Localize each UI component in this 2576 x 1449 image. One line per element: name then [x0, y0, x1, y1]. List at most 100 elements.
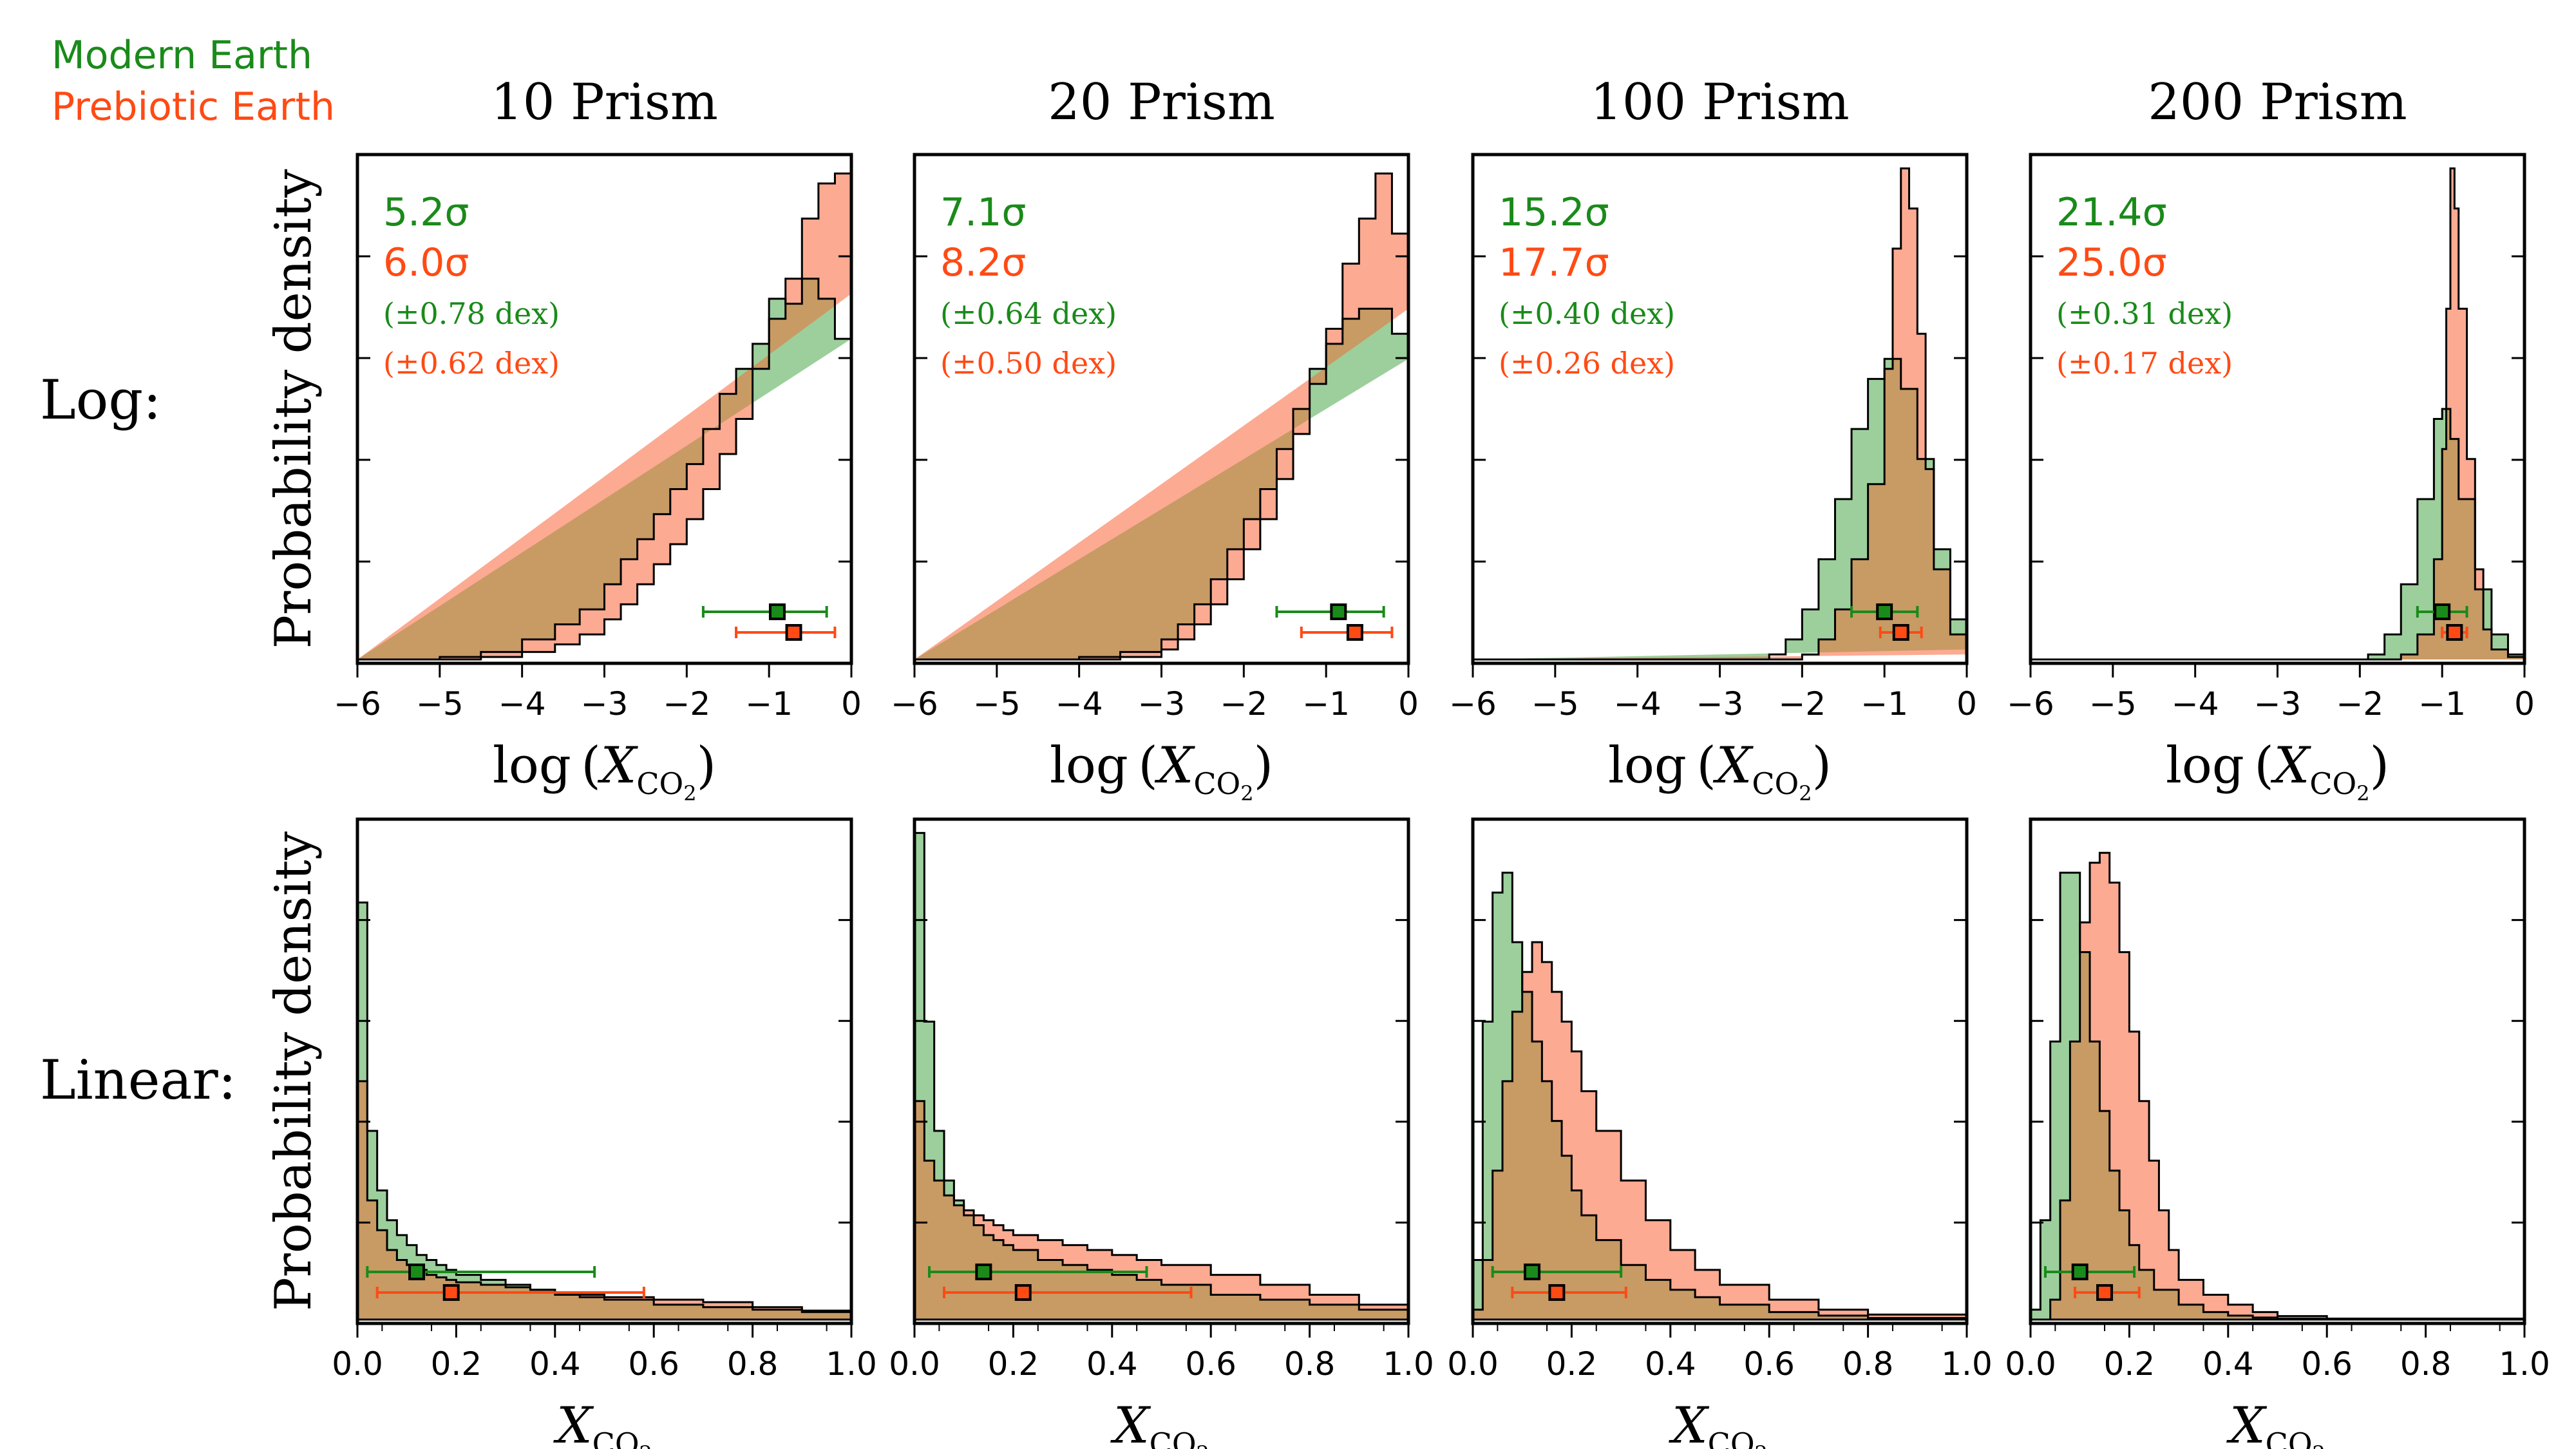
- row-label-linear: Linear:: [40, 1048, 236, 1112]
- xtick-label: 0: [1956, 685, 1977, 723]
- errorbar-marker: [442, 1284, 460, 1301]
- errorbar-marker: [2071, 1264, 2088, 1280]
- prebiotic-errorbar: [375, 1284, 645, 1301]
- xtick-label: 0.8: [727, 1345, 779, 1383]
- modern-errorbar: [2044, 1264, 2136, 1280]
- errorbar-marker: [975, 1264, 992, 1280]
- errorbar-marker: [2096, 1284, 2114, 1301]
- xtick-label: 0.2: [431, 1345, 482, 1383]
- xtick-label: −4: [1614, 685, 1662, 723]
- xtick-label: −3: [1138, 685, 1186, 723]
- xtick-label: 0.2: [2104, 1345, 2155, 1383]
- xaxis-label: log (XCO2): [1608, 737, 1832, 806]
- xtick-label: −2: [1778, 685, 1826, 723]
- modern-sigma: 7.1σ: [940, 190, 1026, 235]
- panel-log-2: −6 −5 −4 −3 −2 −1 0 log (XCO2) 100 Prism 15.2σ 17.…: [1449, 73, 1977, 806]
- panel-linear-0: 0.0 0.2 0.4 0.6 0.8 1.0 XCO2: [332, 817, 877, 1449]
- errorbar-marker: [1346, 624, 1363, 641]
- prebiotic-sigma: 17.7σ: [1499, 240, 1609, 285]
- modern-dex: (±0.31 dex): [2056, 296, 2233, 331]
- modern-histogram-outline: [2031, 871, 2524, 1321]
- errorbar-marker: [785, 624, 802, 641]
- plot-area-linear-0: [357, 901, 851, 1321]
- modern-sigma: 5.2σ: [383, 190, 469, 235]
- ylabel-linear: Probability density: [265, 831, 323, 1311]
- xaxis-label: log (XCO2): [493, 737, 716, 806]
- xtick-label: −6: [334, 685, 381, 723]
- xaxis-label: XCO2: [2226, 1397, 2325, 1449]
- plot-area-linear-3: [2031, 851, 2524, 1321]
- prebiotic-sigma: 6.0σ: [383, 240, 469, 285]
- errorbar-marker: [1524, 1264, 1541, 1280]
- xaxis-label: XCO2: [1110, 1397, 1209, 1449]
- xtick-label: −4: [498, 685, 546, 723]
- row-label-log: Log:: [40, 368, 162, 431]
- panel-title: 20 Prism: [1048, 73, 1275, 131]
- panel-linear-3: 0.0 0.2 0.4 0.6 0.8 1.0 XCO2: [2005, 817, 2550, 1449]
- prebiotic-dex: (±0.50 dex): [940, 346, 1117, 381]
- prebiotic-errorbar: [2074, 1284, 2141, 1301]
- xtick-label: 0.4: [1645, 1345, 1696, 1383]
- prebiotic-histogram-outline: [1473, 941, 1967, 1321]
- modern-histogram: [357, 902, 851, 1320]
- prebiotic-dex: (±0.62 dex): [383, 346, 560, 381]
- modern-errorbar: [701, 603, 828, 620]
- xtick-label: −6: [1449, 685, 1497, 723]
- modern-sigma: 15.2σ: [1499, 190, 1609, 235]
- plot-area-log-2: [1473, 167, 1967, 661]
- prebiotic-histogram-outline: [1473, 167, 1967, 661]
- xaxis-label: log (XCO2): [2166, 737, 2389, 806]
- modern-histogram-outline: [357, 901, 851, 1321]
- xtick-label: 0.4: [529, 1345, 581, 1383]
- prebiotic-histogram-outline: [357, 172, 851, 661]
- prebiotic-dex: (±0.17 dex): [2056, 346, 2233, 381]
- modern-histogram-outline: [914, 307, 1408, 661]
- prebiotic-errorbar: [1879, 624, 1923, 641]
- xtick-label: 0: [2514, 685, 2535, 723]
- prebiotic-errorbar: [1300, 624, 1394, 641]
- axes-frame: [913, 817, 1410, 1325]
- errorbar-marker: [2446, 624, 2463, 641]
- xtick-label: −2: [1220, 685, 1267, 723]
- ylabel-log: Probability density: [265, 169, 323, 649]
- xtick-label: −2: [2336, 685, 2383, 723]
- xtick-label: 0.6: [1743, 1345, 1795, 1383]
- xtick-label: 1.0: [1941, 1345, 1993, 1383]
- legend-modern-earth: Modern Earth: [52, 33, 313, 78]
- prebiotic-errorbar: [735, 624, 837, 641]
- xtick-label: −3: [581, 685, 629, 723]
- modern-histogram-outline: [914, 831, 1408, 1321]
- panel-log-0: −6 −5 −4 −3 −2 −1 0 log (XCO2) 10 Prism 5.2σ 6.0σ (…: [334, 73, 862, 806]
- xtick-label: −3: [1696, 685, 1744, 723]
- axes-frame: [1471, 817, 1969, 1325]
- prebiotic-errorbar: [1511, 1284, 1627, 1301]
- xtick-label: 0.2: [1546, 1345, 1598, 1383]
- xtick-label: −4: [2172, 685, 2219, 723]
- modern-dex: (±0.64 dex): [940, 296, 1117, 331]
- xtick-label: −5: [416, 685, 464, 723]
- xaxis-label: XCO2: [553, 1397, 652, 1449]
- panel-title: 100 Prism: [1590, 73, 1849, 131]
- errorbar-marker: [1892, 624, 1909, 641]
- overlap-region: [914, 1101, 1408, 1320]
- xtick-label: −5: [2089, 685, 2137, 723]
- xtick-label: −1: [1302, 685, 1350, 723]
- legend-prebiotic-earth: Prebiotic Earth: [52, 84, 336, 129]
- panel-linear-1: 0.0 0.2 0.4 0.6 0.8 1.0 XCO2: [889, 817, 1434, 1449]
- overlap-region: [2031, 853, 2524, 1320]
- prebiotic-sigma: 8.2σ: [940, 240, 1026, 285]
- xtick-label: 0.8: [1842, 1345, 1894, 1383]
- modern-dex: (±0.40 dex): [1499, 296, 1675, 331]
- xtick-label: 1.0: [826, 1345, 877, 1383]
- xtick-label: −1: [1861, 685, 1908, 723]
- xtick-label: −1: [745, 685, 793, 723]
- prebiotic-histogram-outline: [2031, 167, 2524, 661]
- xtick-label: −4: [1056, 685, 1103, 723]
- modern-sigma: 21.4σ: [2056, 190, 2167, 235]
- overlap-region: [1473, 942, 1967, 1320]
- axes-frame: [355, 817, 853, 1325]
- xtick-label: 0.6: [628, 1345, 679, 1383]
- errorbar-marker: [768, 603, 786, 620]
- xaxis-label: XCO2: [1668, 1397, 1768, 1449]
